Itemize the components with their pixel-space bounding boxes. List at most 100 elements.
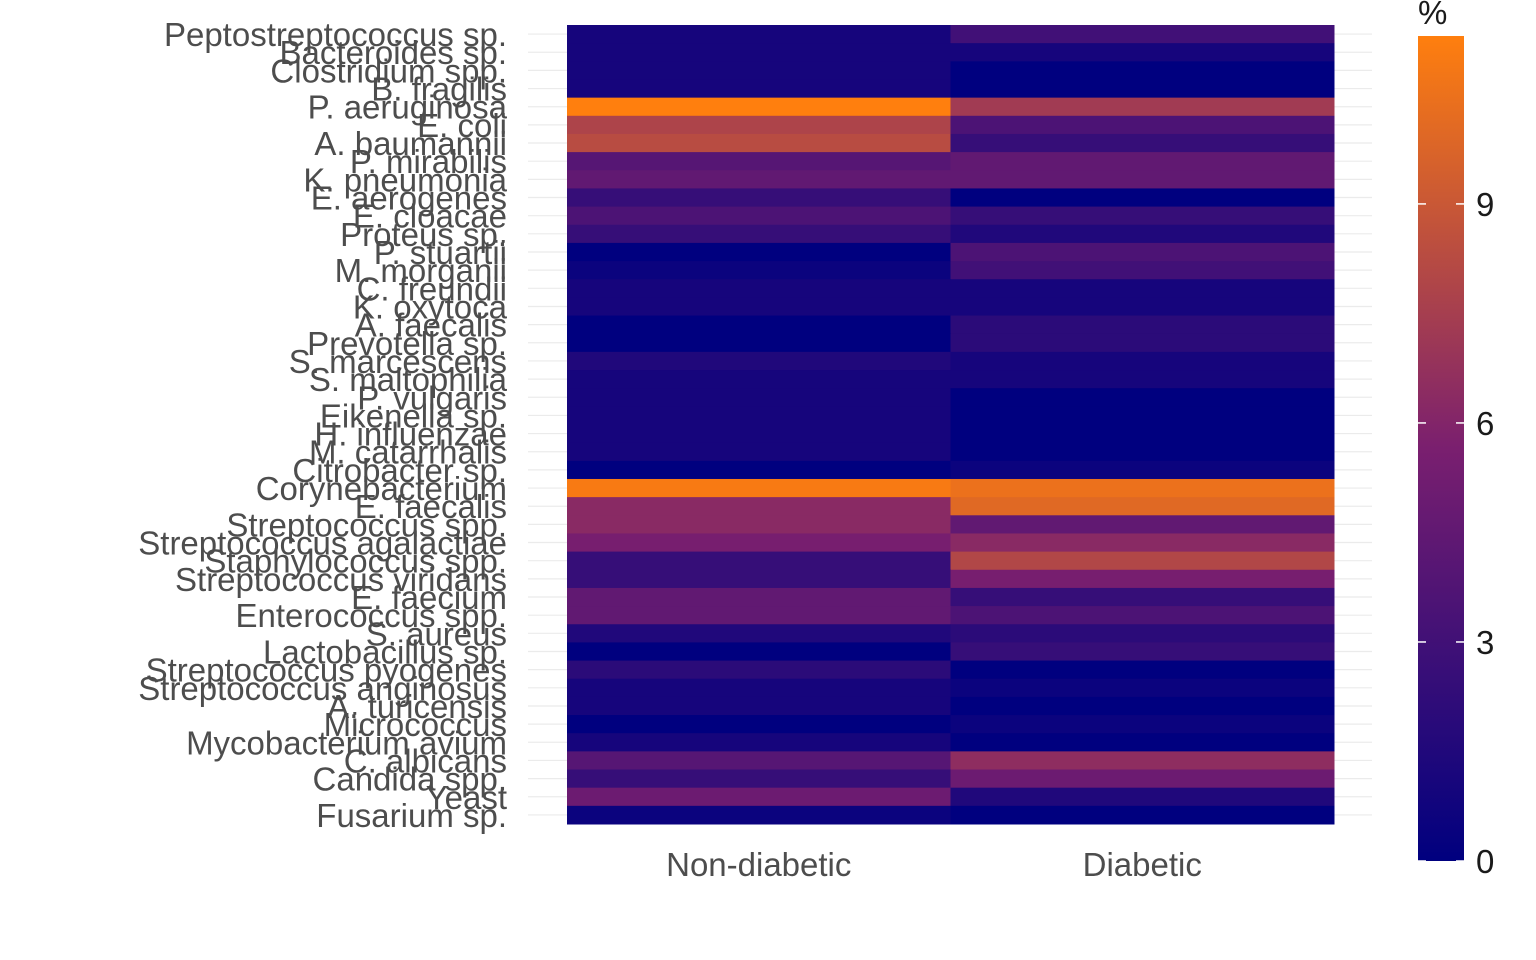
heatmap-cell: [567, 497, 951, 516]
heatmap-cell: [950, 406, 1335, 425]
x-tick-label: Diabetic: [1083, 846, 1202, 883]
y-tick-label: E. coli: [417, 107, 507, 144]
heatmap-cell: [950, 533, 1335, 553]
y-tick-label: S. marcescens: [289, 343, 507, 380]
heatmap-cell: [567, 297, 951, 317]
y-axis-labels: Peptostreptococcus sp.Bacteroides sp.Clo…: [138, 16, 507, 834]
heatmap-cell: [567, 315, 951, 335]
legend-title: %: [1418, 0, 1447, 31]
heatmap-cell: [950, 624, 1335, 643]
y-tick-label: S. maltophilia: [309, 361, 508, 398]
y-tick-label: Streptococcus spp.: [226, 506, 507, 543]
x-tick-label: Non-diabetic: [666, 846, 851, 883]
y-tick-label: C. freundii: [357, 270, 507, 307]
heatmap-cell: [567, 587, 951, 607]
heatmap-cell: [567, 787, 951, 807]
heatmap-cell: [950, 333, 1335, 353]
heatmap-cell: [567, 279, 951, 298]
x-axis-labels: Non-diabetic Diabetic: [666, 846, 1202, 883]
heatmap-cell: [567, 606, 951, 625]
y-tick-label: Micrococcus: [324, 706, 507, 743]
heatmap-cell: [950, 242, 1335, 262]
legend-tick-label: 6: [1476, 405, 1494, 442]
heatmap-cell: [567, 678, 951, 698]
y-tick-label: K. pneumonia: [303, 161, 507, 198]
heatmap-cell: [950, 315, 1335, 335]
heatmap-cell: [567, 351, 951, 371]
y-tick-label: Bacteroides sp.: [280, 34, 507, 71]
y-tick-label: E. aerogenes: [311, 180, 507, 217]
y-tick-label: Streptococcus anginosus: [138, 670, 507, 707]
heatmap-cell: [567, 115, 951, 135]
heatmap-cell: [950, 97, 1335, 117]
heatmap-cell: [567, 769, 951, 789]
y-tick-label: K. oxytoca: [353, 288, 508, 325]
legend-tick-label: 3: [1476, 624, 1494, 661]
legend-tick-label: 0: [1476, 843, 1494, 880]
y-tick-label: E. cloacae: [353, 198, 507, 235]
y-tick-label: Fusarium sp.: [316, 797, 507, 834]
heatmap-cell: [950, 261, 1335, 280]
y-tick-label: P. vulgaris: [357, 379, 507, 416]
heatmap-cell: [950, 297, 1335, 317]
heatmap-cell: [950, 79, 1335, 99]
y-tick-label: E. faecium: [351, 579, 507, 616]
heatmap-cell: [950, 805, 1335, 825]
y-tick-label: Prevotella sp.: [307, 325, 507, 362]
y-tick-label: P. stuartii: [374, 234, 507, 271]
heatmap-cell: [950, 115, 1335, 135]
heatmap-cell: [567, 424, 951, 444]
heatmap-cell: [950, 497, 1335, 516]
heatmap-cell: [950, 515, 1335, 534]
heatmap-cell: [567, 751, 951, 771]
y-tick-label: Eikenella sp.: [320, 397, 507, 434]
heatmap-cell: [567, 242, 951, 262]
heatmap-cell: [950, 678, 1335, 698]
y-tick-label: Enterococcus spp.: [236, 597, 507, 634]
heatmap-cell: [950, 61, 1335, 80]
heatmap-cell: [950, 224, 1335, 244]
y-tick-label: Proteus sp.: [340, 216, 507, 253]
heatmap-cell: [950, 733, 1335, 752]
heatmap-cell: [950, 170, 1335, 189]
y-tick-label: Candida spp.: [313, 761, 507, 798]
heatmap-cell: [567, 388, 951, 407]
y-tick-label: Citrobacter sp.: [292, 452, 507, 489]
heatmap-cell: [567, 406, 951, 425]
heatmap-cell: [950, 606, 1335, 625]
legend-tick-label: 9: [1476, 186, 1494, 223]
heatmap-cell: [567, 224, 951, 244]
heatmap-cell: [567, 515, 951, 534]
y-tick-label: A. faecalis: [355, 307, 507, 344]
heatmap-cell: [567, 805, 951, 825]
heatmap-cells: [567, 25, 1335, 825]
y-tick-label: Corynebacterium: [256, 470, 507, 507]
heatmap-cell: [567, 152, 951, 171]
heatmap-cell: [950, 660, 1335, 680]
y-tick-label: Peptostreptococcus sp.: [164, 16, 507, 53]
heatmap-cell: [950, 43, 1335, 62]
legend-colorbar: [1418, 36, 1464, 861]
y-tick-label: S. aureus: [366, 615, 507, 652]
heatmap-cell: [950, 388, 1335, 407]
heatmap-cell: [950, 769, 1335, 789]
heatmap-cell: [567, 25, 951, 44]
heatmap-cell: [950, 152, 1335, 171]
heatmap-cell: [950, 642, 1335, 662]
y-tick-label: B. fragilis: [371, 71, 507, 108]
heatmap-cell: [567, 206, 951, 226]
heatmap-cell: [950, 569, 1335, 589]
y-tick-label: M. morganii: [335, 252, 507, 289]
heatmap-cell: [567, 460, 951, 480]
heatmap-cell: [567, 261, 951, 280]
color-legend: % 0 3 6 9: [1418, 0, 1494, 880]
heatmap-cell: [567, 170, 951, 189]
heatmap-cell: [567, 133, 951, 153]
y-tick-label: H. influenzae: [314, 416, 507, 453]
heatmap-cell: [950, 587, 1335, 607]
y-tick-label: Mycobacterium avium: [186, 724, 507, 761]
y-tick-label: M. catarrhalis: [309, 434, 507, 471]
heatmap-cell: [950, 25, 1335, 44]
y-tick-label: E. faecalis: [355, 488, 507, 525]
